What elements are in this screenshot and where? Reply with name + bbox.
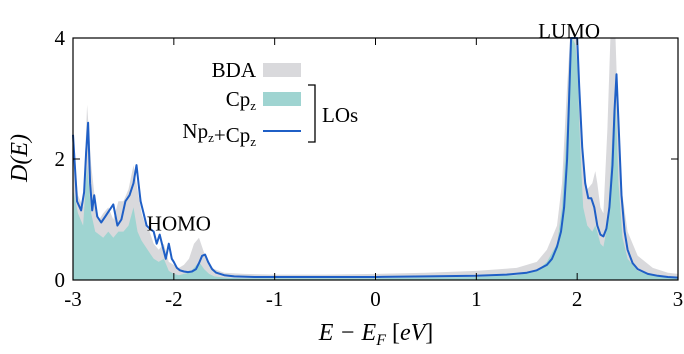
legend: BDA Cpz Npz+Cpz LOs <box>182 58 358 149</box>
legend-swatch-1 <box>263 92 301 106</box>
y-tick-label-0: 0 <box>55 268 66 292</box>
legend-swatch-0 <box>263 63 301 77</box>
x-tick-label-3: 0 <box>370 287 381 311</box>
legend-label-2: Npz+Cpz <box>182 119 256 149</box>
y-axis-label: D(E) <box>7 134 33 183</box>
legend-bracket <box>308 84 316 143</box>
x-tick-label-4: 1 <box>471 287 482 311</box>
x-tick-label-1: -2 <box>165 287 183 311</box>
annotation-lumo: LUMO <box>538 19 600 43</box>
legend-label-0: BDA <box>212 58 257 82</box>
x-tick-label-2: -1 <box>266 287 284 311</box>
x-tick-label-6: 3 <box>673 287 684 311</box>
legend-group-label: LOs <box>322 103 358 127</box>
x-tick-label-0: -3 <box>64 287 82 311</box>
series-area-1 <box>73 38 678 280</box>
x-tick-label-5: 2 <box>572 287 583 311</box>
x-axis-ticks: -3 -2 -1 0 1 2 3 <box>64 38 683 311</box>
y-tick-label-2: 4 <box>55 26 66 50</box>
y-tick-label-1: 2 <box>55 147 66 171</box>
series-lines <box>72 37 679 279</box>
legend-label-1: Cpz <box>226 87 257 113</box>
series-areas <box>73 38 678 280</box>
series-line-2 <box>72 37 679 279</box>
y-axis-ticks: 0 2 4 <box>55 26 678 292</box>
x-axis-label: E − EF [eV] <box>318 320 434 349</box>
annotations: HOMO LUMO <box>147 19 600 235</box>
annotation-homo: HOMO <box>147 211 211 235</box>
